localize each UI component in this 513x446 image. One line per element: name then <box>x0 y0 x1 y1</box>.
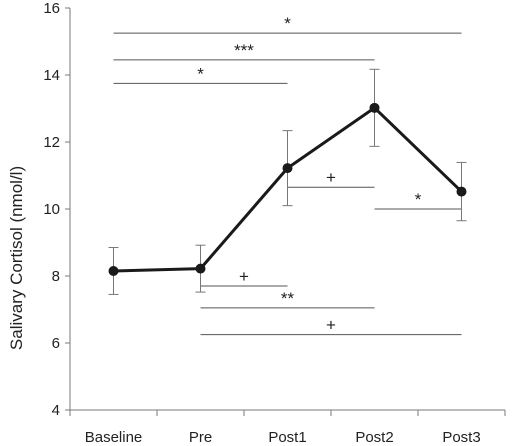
significance-label: + <box>239 267 249 286</box>
y-tick-label: 4 <box>52 402 60 419</box>
axes: 4 6 8 10 12 14 16 Baseline Pre Post1 Post2 Post3 <box>43 0 506 446</box>
data-point <box>456 186 467 197</box>
significance-label: * <box>284 14 291 33</box>
significance-label: ** <box>281 289 295 308</box>
data-point <box>195 263 206 274</box>
x-tick-label: Post3 <box>442 429 480 446</box>
x-tick-label: Post2 <box>355 429 393 446</box>
y-tick-label: 10 <box>43 201 60 218</box>
significance-label: + <box>326 316 336 335</box>
data-point <box>282 163 293 174</box>
significance-label: *** <box>234 41 254 60</box>
y-tick-label: 16 <box>43 0 60 17</box>
data-point <box>369 102 380 113</box>
significance-label: + <box>326 168 336 187</box>
y-tick-label: 12 <box>43 134 60 151</box>
y-tick-label: 8 <box>52 268 60 285</box>
series <box>108 68 467 295</box>
y-tick-label: 14 <box>43 67 60 84</box>
x-tick-label: Post1 <box>268 429 306 446</box>
y-axis-label: Salivary Cortisol (nmol/l) <box>7 166 26 350</box>
significance-brackets: *****+*+**+ <box>113 14 462 336</box>
x-tick-label: Pre <box>189 429 212 446</box>
x-tick-label: Baseline <box>85 429 143 446</box>
significance-label: * <box>415 190 422 209</box>
data-point <box>108 265 119 276</box>
significance-label: * <box>197 64 204 83</box>
y-tick-label: 6 <box>52 335 60 352</box>
